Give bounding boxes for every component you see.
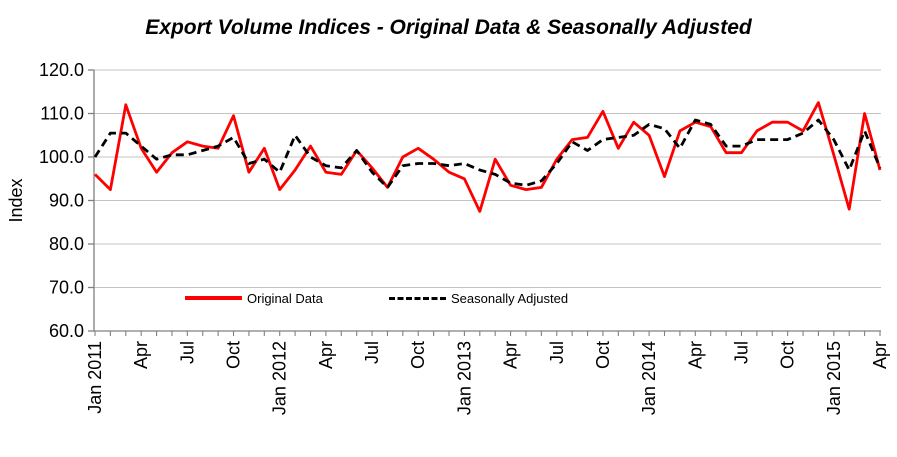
legend-item-seasonal: Seasonally Adjusted bbox=[389, 290, 568, 306]
legend-item-original: Original Data bbox=[185, 290, 323, 306]
x-axis-tick-label: Jan 2013 bbox=[454, 341, 474, 415]
x-axis-tick-label: Oct bbox=[408, 341, 428, 369]
y-axis-tick-label: 120.0 bbox=[39, 60, 84, 80]
x-axis-tick-label: Apr bbox=[870, 341, 890, 369]
x-axis-tick-label: Apr bbox=[501, 341, 521, 369]
y-axis-tick-label: 90.0 bbox=[49, 191, 84, 211]
original-data-line-swatch bbox=[185, 296, 242, 300]
legend-label-original: Original Data bbox=[247, 290, 323, 306]
x-axis-tick-label: Jan 2015 bbox=[824, 341, 844, 415]
x-axis-tick-label: Jul bbox=[177, 341, 197, 364]
x-axis-tick-label: Jul bbox=[547, 341, 567, 364]
y-axis-tick-label: 100.0 bbox=[39, 147, 84, 167]
x-axis-tick-label: Oct bbox=[224, 341, 244, 369]
legend-label-seasonal: Seasonally Adjusted bbox=[451, 290, 569, 306]
x-axis-tick-label: Jul bbox=[731, 341, 751, 364]
seasonally-adjusted-line-swatch bbox=[389, 296, 446, 300]
y-axis-tick-label: 70.0 bbox=[49, 278, 84, 298]
x-axis-tick-label: Oct bbox=[778, 341, 798, 369]
y-axis-title: Index bbox=[6, 178, 26, 222]
x-axis-tick-label: Apr bbox=[316, 341, 336, 369]
x-axis-tick-label: Jan 2014 bbox=[639, 341, 659, 415]
x-axis-tick-label: Jan 2011 bbox=[85, 341, 105, 414]
x-axis-tick-label: Jan 2012 bbox=[270, 341, 290, 415]
y-axis-tick-label: 80.0 bbox=[49, 234, 84, 254]
seasonally-adjusted-line bbox=[93, 118, 882, 189]
x-axis-tick-label: Jul bbox=[362, 341, 382, 364]
y-axis-tick-label: 60.0 bbox=[49, 321, 84, 341]
y-axis-tick-label: 110.0 bbox=[40, 104, 84, 124]
chart-title: Export Volume Indices - Original Data & … bbox=[145, 16, 752, 39]
x-axis-tick-label: Apr bbox=[685, 341, 705, 369]
x-axis-tick-label: Oct bbox=[593, 341, 613, 369]
x-axis-tick-label: Apr bbox=[131, 341, 151, 369]
